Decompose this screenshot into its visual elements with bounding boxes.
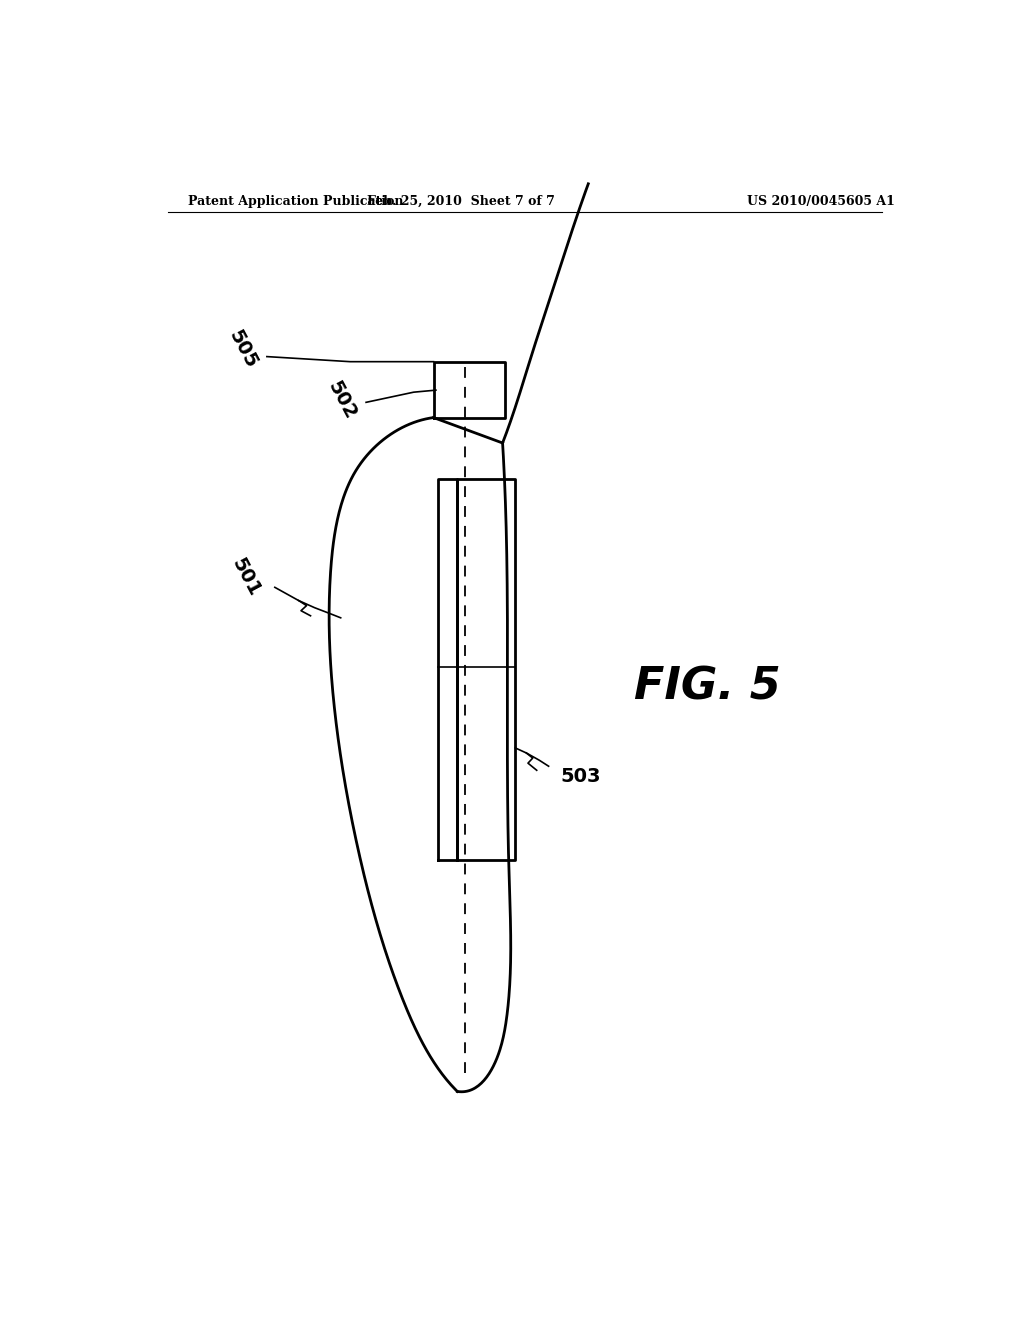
Text: 505: 505 <box>225 327 261 372</box>
Text: 503: 503 <box>560 767 601 785</box>
Text: Feb. 25, 2010  Sheet 7 of 7: Feb. 25, 2010 Sheet 7 of 7 <box>368 194 555 207</box>
Text: Patent Application Publication: Patent Application Publication <box>187 194 403 207</box>
Text: US 2010/0045605 A1: US 2010/0045605 A1 <box>748 194 895 207</box>
Text: 501: 501 <box>227 554 263 599</box>
Text: FIG. 5: FIG. 5 <box>634 665 780 709</box>
Text: 502: 502 <box>325 378 360 422</box>
